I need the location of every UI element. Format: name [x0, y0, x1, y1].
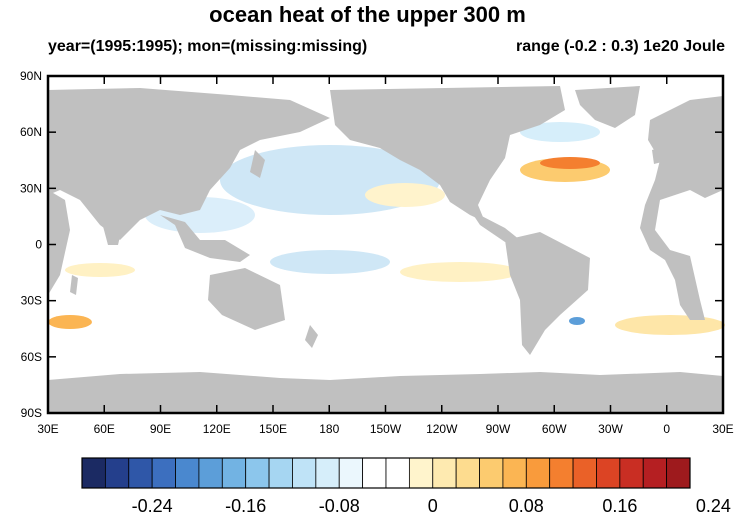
land-indonesia: [160, 215, 250, 262]
colorbar-tick-label: -0.16: [225, 496, 266, 515]
colorbar-tick-label: 0.08: [509, 496, 544, 515]
longitude-axis: 30E 60E 90E 120E 150E 180 150W 120W 90W 60W 30W 0 30…: [37, 76, 734, 436]
map-title: ocean heat of the upper 300 m: [209, 2, 526, 27]
latitude-axis: 90N 60N 30N 0 30S 60S 90S: [20, 69, 723, 420]
anomaly-ne-pacific-warm: [365, 183, 445, 207]
land-greenland: [575, 86, 640, 128]
colorbar-swatch: [596, 457, 621, 489]
colorbar-swatch: [455, 457, 480, 489]
land-east-africa: [48, 190, 70, 295]
lon-label: 120E: [203, 422, 231, 436]
colorbar-swatch: [81, 457, 106, 489]
land-japan: [250, 150, 265, 178]
colorbar-swatch: [245, 457, 270, 489]
lat-label: 30S: [21, 294, 42, 308]
lon-label: 150E: [259, 422, 287, 436]
colorbar-swatch: [175, 457, 200, 489]
colorbar-swatch: [292, 457, 317, 489]
colorbar-swatch: [151, 457, 176, 489]
colorbar-swatch: [338, 457, 364, 489]
anomaly-south-indian-warm: [65, 263, 135, 277]
land-madagascar: [70, 275, 78, 295]
land-layer: [48, 86, 723, 413]
anomaly-south-atlantic-cool: [569, 317, 585, 325]
colorbar-swatch: [525, 457, 551, 489]
subtitle-value-range: range (-0.2 : 0.3) 1e20 Joule: [516, 38, 725, 55]
lat-label: 30N: [20, 181, 42, 195]
lon-label: 90W: [486, 422, 511, 436]
anomaly-south-atlantic-warm: [615, 315, 725, 335]
colorbar-frame: [81, 457, 691, 489]
colorbar-ticks: -0.24 -0.16 -0.08 0 0.08 0.16 0.24: [132, 496, 731, 515]
colorbar-swatch: [104, 457, 130, 489]
anomaly-gulf-stream-core: [540, 157, 600, 169]
colorbar-swatch: [128, 457, 153, 489]
lon-label: 30W: [598, 422, 623, 436]
land-india: [100, 215, 125, 245]
colorbar-swatch: [362, 457, 387, 489]
anomaly-east-pacific-warm: [400, 262, 520, 282]
lon-label: 120W: [426, 422, 458, 436]
land-australia: [208, 268, 285, 330]
lon-label: 90E: [150, 422, 171, 436]
colorbar-swatch: [315, 457, 340, 489]
colorbar-swatch: [619, 457, 644, 489]
land-antarctica: [48, 372, 723, 413]
colorbar-swatch: [432, 457, 457, 489]
colorbar-tick-label: 0.16: [602, 496, 637, 515]
lat-label: 60N: [20, 125, 42, 139]
lon-label: 30E: [712, 422, 733, 436]
lat-label: 60S: [21, 350, 42, 364]
lon-label: 60E: [94, 422, 115, 436]
subtitle-time-range: year=(1995:1995); mon=(missing:missing): [48, 38, 368, 55]
lon-label: 0: [663, 422, 670, 436]
colorbar-swatch: [198, 457, 223, 489]
colorbar-tick-label: -0.24: [132, 496, 173, 515]
land-central-america: [470, 210, 520, 242]
colorbar-swatch: [642, 457, 668, 489]
lon-label: 180: [319, 422, 339, 436]
land-europe-africa: [640, 96, 723, 320]
colorbar-swatch: [572, 457, 597, 489]
anomaly-labrador-cool: [520, 122, 600, 142]
land-new-zealand: [305, 325, 318, 348]
colorbar-tick-label: -0.08: [319, 496, 360, 515]
lat-label: 90N: [20, 69, 42, 83]
colorbar-swatch: [385, 457, 410, 489]
anomaly-equatorial-pacific-cool: [270, 250, 390, 274]
land-south-america: [505, 232, 590, 355]
land-eurasia: [48, 88, 330, 240]
anomaly-layer: [48, 122, 725, 335]
colorbar-swatch: [221, 457, 247, 489]
lon-label: 150W: [370, 422, 402, 436]
colorbar-swatch: [502, 457, 527, 489]
colorbar: [81, 457, 691, 489]
colorbar-tick-label: 0.24: [696, 496, 731, 515]
colorbar-swatch: [479, 457, 504, 489]
lon-label: 30E: [37, 422, 58, 436]
colorbar-swatch: [549, 457, 574, 489]
land-north-america: [330, 86, 565, 222]
anomaly-indian-ocean-warm: [48, 315, 92, 329]
lat-label: 90S: [21, 406, 42, 420]
land-uk: [652, 148, 662, 164]
colorbar-tick-label: 0: [428, 496, 438, 515]
lon-label: 60W: [542, 422, 567, 436]
colorbar-swatch: [268, 457, 293, 489]
colorbar-swatch: [408, 457, 434, 489]
colorbar-swatch: [666, 457, 691, 489]
lat-label: 0: [35, 238, 42, 252]
